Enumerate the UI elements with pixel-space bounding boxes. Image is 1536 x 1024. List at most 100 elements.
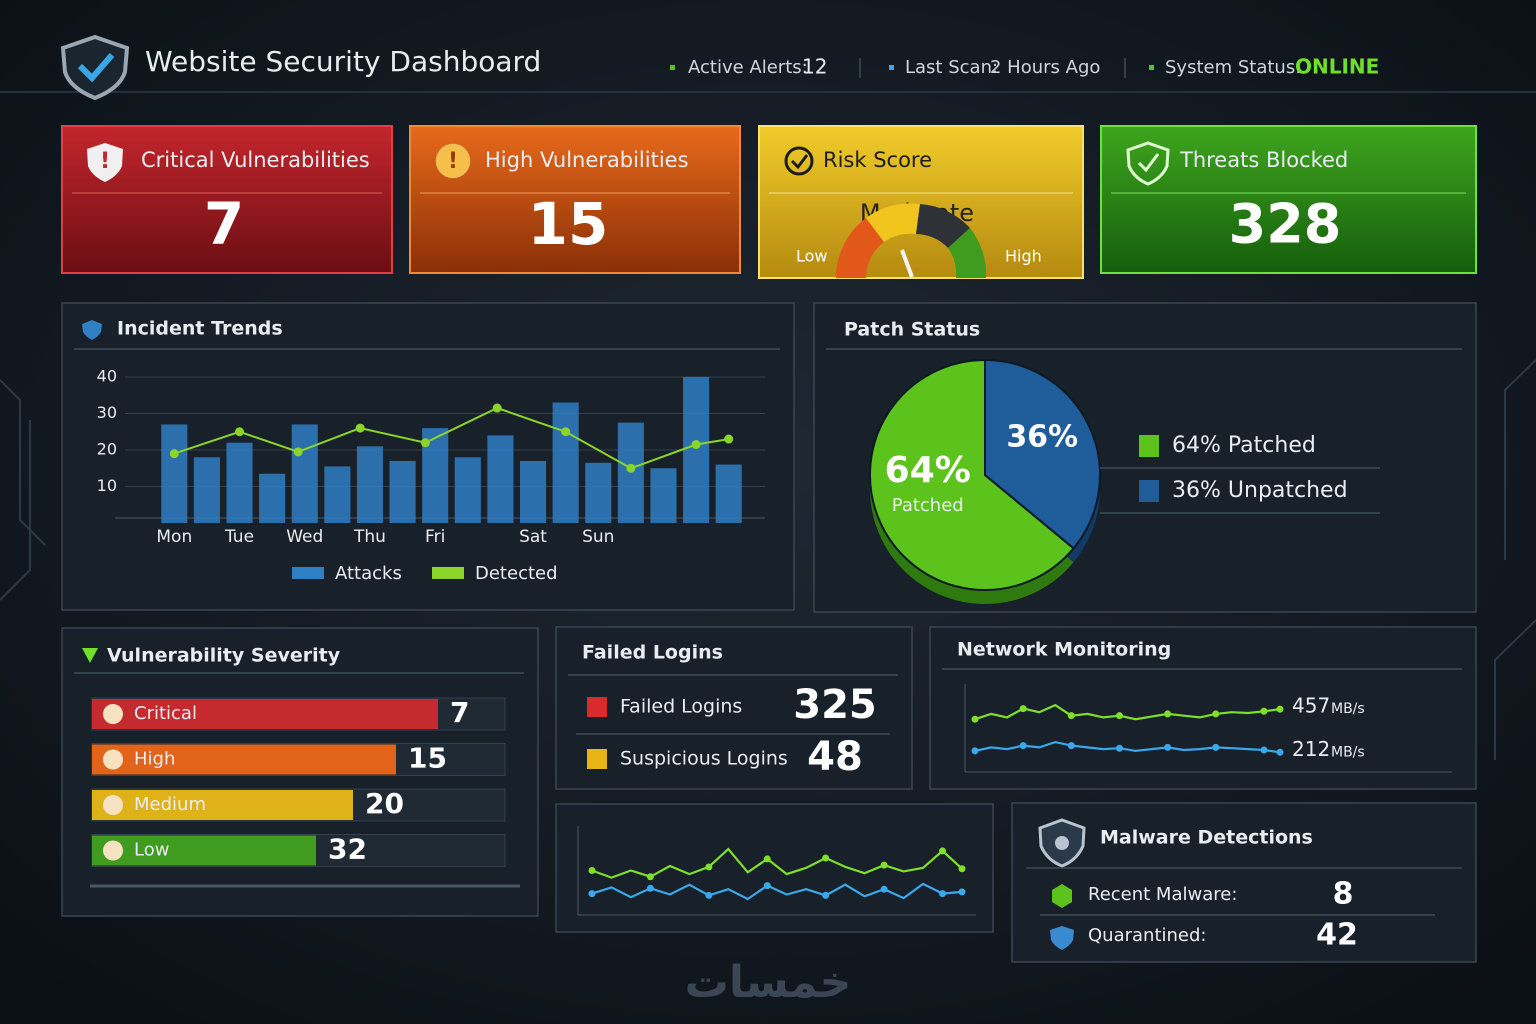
current-unit: MB/s xyxy=(1331,744,1365,760)
series-point xyxy=(1067,742,1075,750)
gauge-needle xyxy=(900,249,914,278)
detected-point xyxy=(169,449,179,459)
bar xyxy=(650,468,677,523)
bar xyxy=(291,424,318,523)
panel-title: Patch Status xyxy=(844,319,980,341)
x-tick-label: Sun xyxy=(582,527,614,547)
bar xyxy=(389,460,416,523)
bar xyxy=(324,466,351,523)
card-icon xyxy=(784,146,814,176)
malware-panel xyxy=(1011,802,1477,963)
risk-low: Low xyxy=(796,247,828,266)
card-title: Risk Score xyxy=(823,148,932,172)
legend-label: 64% Patched xyxy=(1172,433,1316,458)
series-point xyxy=(1115,712,1123,720)
series-point xyxy=(1115,744,1123,752)
card-icon xyxy=(435,143,471,179)
bar xyxy=(487,435,514,523)
card-icon-mark: ! xyxy=(448,149,458,174)
circuit-line xyxy=(0,420,31,601)
bar xyxy=(519,460,547,523)
x-tick-label: Mon xyxy=(156,527,192,547)
row-label: Failed Logins xyxy=(620,696,742,718)
card-icon xyxy=(1126,141,1170,186)
card-icon xyxy=(87,143,123,182)
series-point xyxy=(822,854,830,862)
series-point xyxy=(588,890,596,898)
card-value: 328 xyxy=(1229,193,1342,256)
series-point xyxy=(1067,712,1075,720)
pie-chart: 64% Patched 36% 64% Patched 36% Unpatched xyxy=(869,358,1380,604)
gauge-segment xyxy=(836,218,884,278)
series-point xyxy=(1260,707,1268,715)
panel-title: Failed Logins xyxy=(582,642,723,664)
detected-line xyxy=(173,406,729,470)
series-point xyxy=(1019,742,1027,750)
activity-chart xyxy=(588,847,966,901)
legend-swatch xyxy=(432,567,464,579)
detected-point xyxy=(561,427,571,437)
alerts-label: Active Alerts: xyxy=(688,57,808,78)
bar xyxy=(226,442,253,523)
risk-card xyxy=(758,125,1084,279)
series-point xyxy=(705,863,713,871)
detected-point xyxy=(235,427,245,437)
circuit-line xyxy=(1504,359,1536,560)
panel-title: Vulnerability Severity xyxy=(107,645,341,667)
row-icon xyxy=(103,749,123,770)
detected-point xyxy=(691,440,701,450)
series-point xyxy=(880,885,888,893)
row-swatch xyxy=(587,749,607,769)
y-tick-label: 20 xyxy=(97,440,117,459)
row-icon xyxy=(103,840,123,861)
card-title: Critical Vulnerabilities xyxy=(141,148,370,172)
detected-point xyxy=(626,463,636,473)
status-dot xyxy=(1149,65,1154,70)
row-pill xyxy=(92,835,316,866)
bar xyxy=(356,446,384,523)
risk-high: High xyxy=(1005,247,1042,266)
detected-point xyxy=(492,403,502,413)
series-point xyxy=(1164,710,1172,718)
series-point xyxy=(880,861,888,869)
legend-label: Detected xyxy=(475,563,558,584)
row-value: 32 xyxy=(328,833,367,866)
incident-chart: 10 20 30 40 Mon Tue Wed Thu Fri Sat Sun Attacks Dete… xyxy=(97,367,765,584)
x-tick-label: Fri xyxy=(425,527,445,547)
bar xyxy=(585,462,612,523)
series-point xyxy=(939,890,947,898)
series-point xyxy=(1212,710,1220,718)
series-point xyxy=(646,873,654,881)
y-tick-label: 10 xyxy=(97,476,117,495)
series-point xyxy=(1164,743,1172,751)
panel-title: Network Monitoring xyxy=(957,639,1171,661)
row-label: Low xyxy=(134,840,169,861)
shield-logo xyxy=(60,34,130,101)
card-icon-mark xyxy=(1137,153,1160,173)
watermark: خمسات xyxy=(685,957,852,1008)
bar xyxy=(552,402,579,523)
panel-icon xyxy=(82,648,98,663)
bug-icon xyxy=(1055,836,1069,850)
circuit-decor xyxy=(0,91,1536,760)
row-icon xyxy=(1052,884,1072,908)
detected-point xyxy=(293,447,303,457)
y-tick-label: 30 xyxy=(97,403,117,422)
row-label: Suspicious Logins xyxy=(620,748,788,770)
series-point xyxy=(822,891,830,899)
series-point xyxy=(1260,746,1268,754)
x-tick-label: Tue xyxy=(224,527,254,547)
row-label: Medium xyxy=(134,794,206,815)
series-point xyxy=(939,847,947,855)
row-icon xyxy=(103,704,123,724)
series-point xyxy=(588,867,596,874)
series-point xyxy=(1019,705,1027,713)
bar xyxy=(715,464,742,523)
status-value: ONLINE xyxy=(1295,55,1379,79)
y-tick-label: 40 xyxy=(97,367,117,386)
pie-slice xyxy=(984,358,1101,550)
legend-label: 36% Unpatched xyxy=(1172,478,1348,503)
detected-point xyxy=(724,434,734,444)
current-value: 212 xyxy=(1292,737,1330,761)
